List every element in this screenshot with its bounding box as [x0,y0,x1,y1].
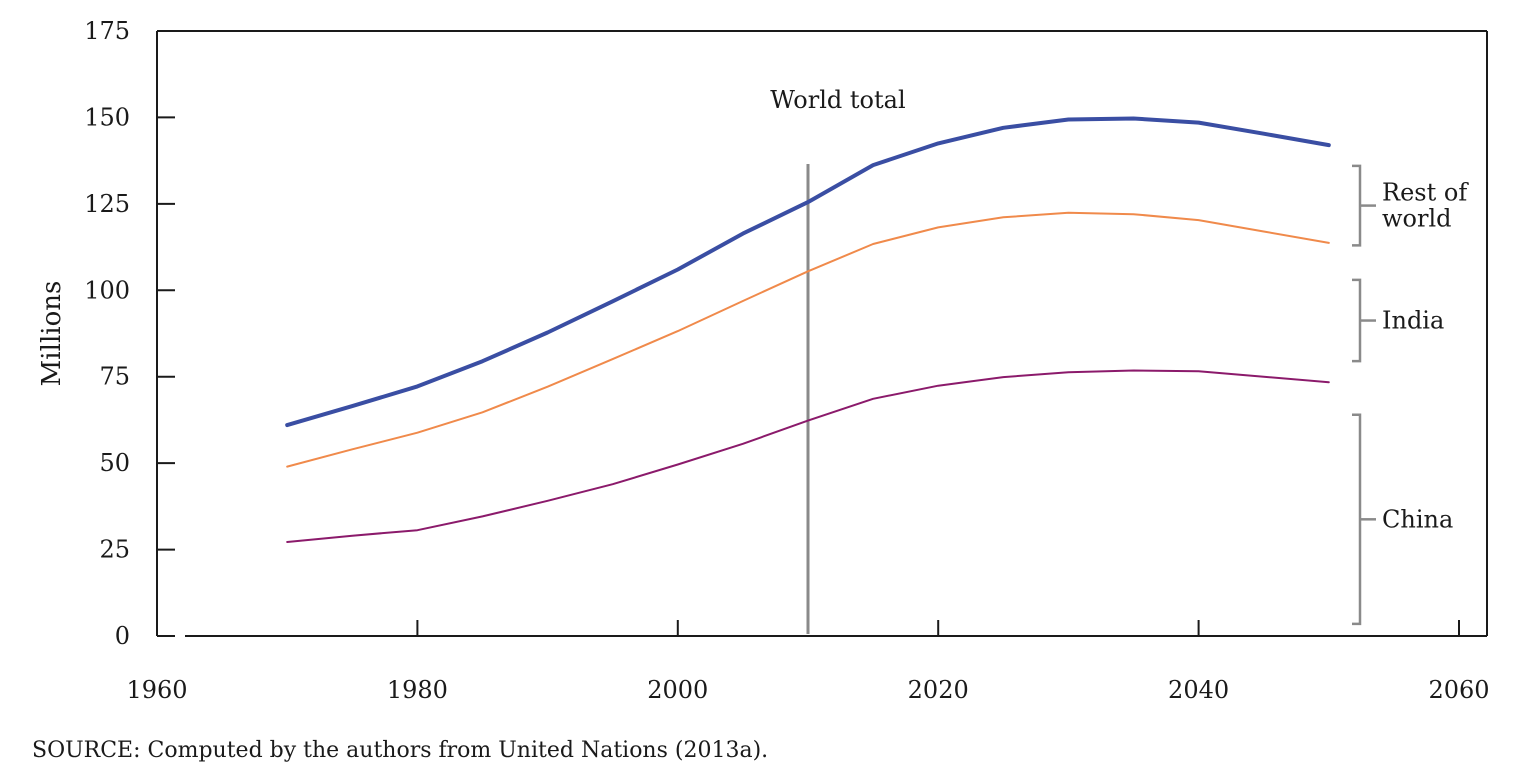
x-tick-label: 2040 [1168,676,1229,704]
bracket-label: Rest of [1382,179,1469,207]
bracket-label: world [1382,205,1452,233]
axis-ticks: 0 25 50 75 100 125 150 175 1960 1980 2000 2020 2040 2… [84,17,1489,704]
x-tick-label: 2020 [908,676,969,704]
y-tick-label: 50 [99,449,130,477]
x-tick-label: 1960 [126,676,187,704]
x-tick-label: 2060 [1428,676,1489,704]
bracket [1352,278,1362,363]
series-lines [285,116,1331,543]
series-line-world [285,116,1331,428]
world-total-label: World total [770,86,905,114]
y-tick-label: 175 [84,17,130,45]
bracket [1352,413,1362,626]
plot-frame [156,30,1488,637]
y-tick-label: 25 [99,536,130,564]
bracket-label: India [1382,307,1444,335]
y-tick-label: 100 [84,276,130,304]
series-line-china [286,369,1330,543]
y-tick-label: 125 [84,190,130,218]
y-tick-label: 75 [99,363,130,391]
y-axis-title: Millions [37,281,67,387]
bracket [1352,164,1362,247]
y-tick-label: 0 [115,622,130,650]
y-tick-label: 150 [84,103,130,131]
x-tick-label: 1980 [387,676,448,704]
bracket-label: China [1382,505,1453,533]
source-note: SOURCE: Computed by the authors from Uni… [32,738,769,763]
series-line-china_plus_india [286,211,1330,468]
x-tick-label: 2000 [647,676,708,704]
